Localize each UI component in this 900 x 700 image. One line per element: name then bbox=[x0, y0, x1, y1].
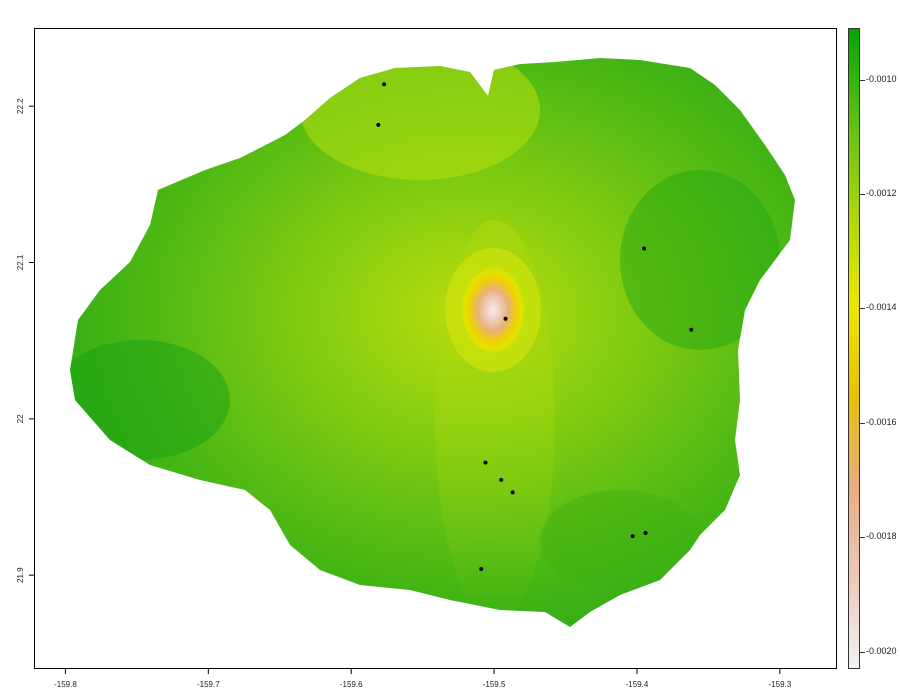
legend-tick-label: -0.0016 bbox=[866, 416, 897, 427]
north-ridge-shading bbox=[300, 58, 540, 180]
observation-point bbox=[503, 316, 508, 321]
east-lowland-shading bbox=[620, 170, 780, 350]
x-tick-label: -159.6 bbox=[340, 680, 363, 689]
x-tick-label: -159.5 bbox=[483, 680, 506, 689]
island-shape bbox=[70, 58, 795, 627]
legend-tick-label: -0.0012 bbox=[866, 187, 897, 198]
legend-tick-mark bbox=[860, 79, 865, 81]
observation-point bbox=[630, 534, 635, 539]
observation-point bbox=[499, 477, 504, 482]
x-axis: -159.8 -159.7 -159.6 -159.5 -159.4 -159.3 bbox=[54, 669, 792, 689]
legend-tick-label: -0.0010 bbox=[866, 73, 897, 84]
legend-tick-mark bbox=[860, 537, 865, 539]
y-tick-label: 22.1 bbox=[16, 254, 25, 270]
legend-tick-mark bbox=[860, 193, 865, 195]
observation-point bbox=[510, 490, 515, 495]
west-lowland-shading bbox=[70, 340, 230, 460]
observation-point bbox=[382, 82, 387, 87]
legend-tick-mark bbox=[860, 422, 865, 424]
y-tick-label: 22.2 bbox=[16, 98, 25, 114]
peak-shading bbox=[459, 264, 527, 356]
x-tick-label: -159.7 bbox=[197, 680, 220, 689]
island-raster bbox=[70, 58, 795, 627]
legend-tick-label: -0.0020 bbox=[866, 645, 897, 656]
legend-tick-mark bbox=[860, 651, 865, 653]
observation-point bbox=[642, 246, 647, 251]
observation-point bbox=[483, 460, 488, 465]
legend-tick-mark bbox=[860, 308, 865, 310]
x-tick-label: -159.4 bbox=[626, 680, 649, 689]
observation-point bbox=[376, 122, 381, 127]
legend-tick-label: -0.0018 bbox=[866, 531, 897, 542]
y-tick-label: 22 bbox=[16, 414, 25, 423]
x-tick-label: -159.3 bbox=[769, 680, 792, 689]
observation-point bbox=[643, 530, 648, 535]
legend-tick-label: -0.0014 bbox=[866, 302, 897, 313]
legend-color-bar bbox=[848, 28, 860, 669]
observation-point bbox=[689, 327, 694, 332]
observation-point bbox=[479, 566, 484, 571]
x-tick-label: -159.8 bbox=[54, 680, 77, 689]
y-tick-label: 21.9 bbox=[16, 567, 25, 583]
observation-points bbox=[376, 82, 694, 571]
south-shading bbox=[540, 490, 700, 590]
y-axis: 22.2 22.1 22 21.9 bbox=[16, 98, 34, 583]
